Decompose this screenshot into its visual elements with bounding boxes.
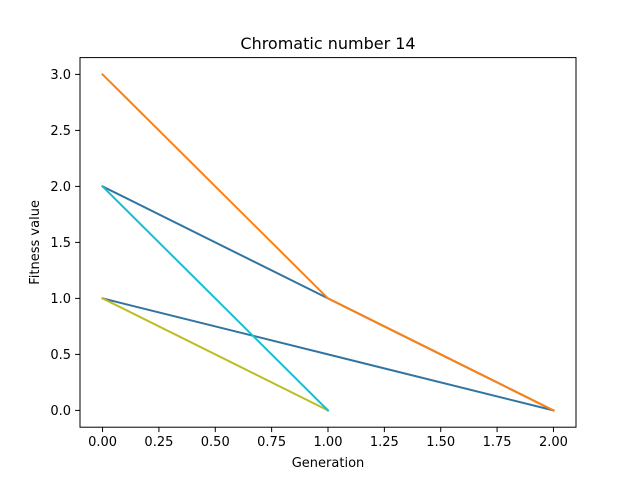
x-tick-label: 0.50 [201, 435, 230, 450]
y-tick-label: 1.5 [50, 236, 71, 251]
y-tick-label: 2.0 [50, 180, 71, 195]
y-tick-label: 1.0 [50, 292, 71, 307]
y-axis-label: Fitness value [28, 200, 43, 285]
x-tick-label: 0.00 [88, 435, 117, 450]
series-line-1 [101, 297, 555, 412]
x-tick-label: 0.75 [257, 435, 286, 450]
series-line-5 [101, 72, 555, 412]
chart-title: Chromatic number 14 [240, 34, 415, 53]
x-tick-label: 1.25 [370, 435, 399, 450]
x-tick-label: 1.75 [483, 435, 512, 450]
series-line-4 [101, 184, 330, 412]
series-lines [101, 72, 555, 412]
y-tick-label: 0.5 [50, 348, 71, 363]
y-tick-label: 2.5 [50, 124, 71, 139]
x-axis-ticks: 0.00 0.25 0.50 0.75 1.00 1.25 1.50 1.75 2.00 [88, 427, 568, 450]
x-tick-label: 1.50 [426, 435, 455, 450]
y-tick-label: 3.0 [50, 68, 71, 83]
x-axis-label: Generation [292, 456, 365, 471]
x-tick-label: 2.00 [539, 435, 568, 450]
x-tick-label: 0.25 [144, 435, 173, 450]
series-line-2 [101, 297, 330, 412]
x-tick-label: 1.00 [314, 435, 343, 450]
y-tick-label: 0.0 [50, 404, 71, 419]
y-axis-ticks: 0.0 0.5 1.0 1.5 2.0 2.5 3.0 [50, 68, 80, 419]
